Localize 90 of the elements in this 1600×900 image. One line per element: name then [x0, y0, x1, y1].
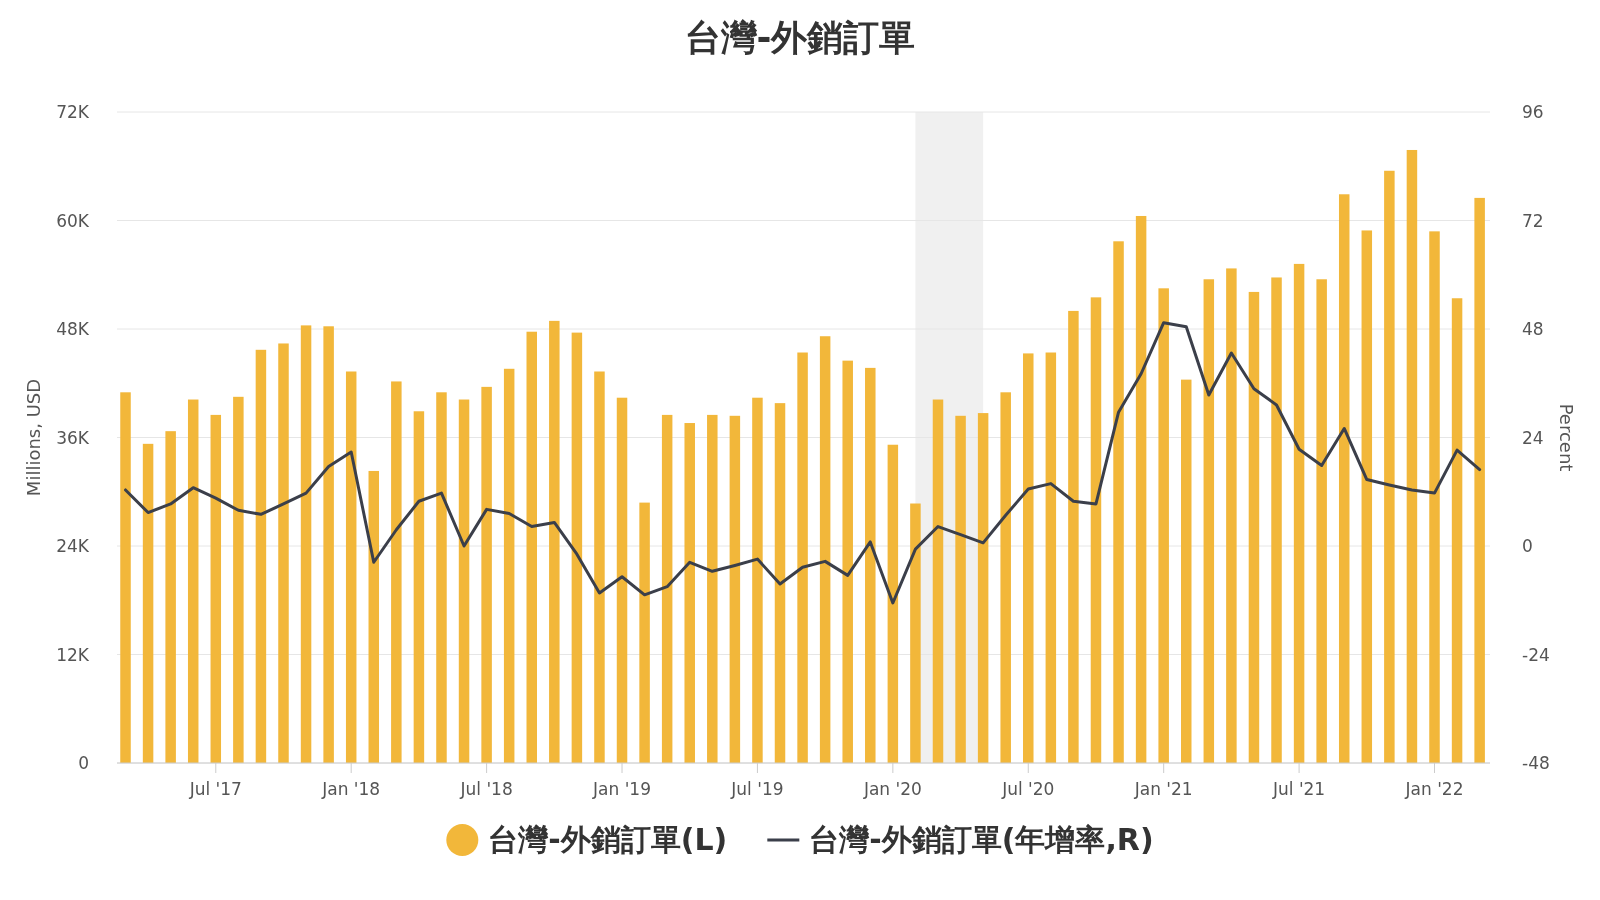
y-tick-label: 12K	[56, 644, 90, 665]
bar	[1135, 215, 1147, 763]
bar	[1023, 353, 1034, 763]
x-tick-label: Jul '21	[1271, 779, 1326, 799]
bar	[1113, 241, 1124, 763]
bar	[165, 431, 176, 763]
bar	[1316, 279, 1327, 763]
bar	[368, 470, 380, 763]
bar	[436, 392, 447, 763]
bar	[1045, 352, 1057, 763]
bar	[842, 360, 853, 763]
bar	[549, 320, 560, 763]
y2-tick-label: 72	[1522, 210, 1544, 231]
y2-axis-title: Percent	[1556, 403, 1577, 472]
bar	[729, 415, 741, 763]
x-tick-label: Jan '22	[1404, 779, 1464, 799]
bar	[1361, 230, 1373, 763]
bar	[278, 343, 289, 763]
y-tick-label: 24K	[56, 536, 90, 556]
bar	[1226, 268, 1237, 763]
bar	[1451, 298, 1463, 763]
bar	[639, 502, 650, 763]
bar	[391, 381, 402, 763]
y2-tick-label: 96	[1522, 102, 1544, 122]
bar	[210, 414, 222, 763]
bar	[1158, 288, 1169, 763]
bar	[1000, 392, 1011, 763]
y2-tick-label: -24	[1522, 644, 1550, 665]
bar	[345, 371, 357, 763]
x-tick-label: Jul '20	[1001, 779, 1055, 799]
bar	[797, 352, 808, 763]
bar	[1248, 291, 1260, 763]
bar	[300, 325, 312, 763]
bar	[1429, 231, 1440, 763]
bar	[120, 392, 131, 763]
x-tick-label: Jan '19	[592, 779, 651, 799]
legend-label: 台灣-外銷訂單(年增率,R)	[809, 822, 1154, 857]
x-tick-label: Jul '18	[459, 779, 513, 799]
x-tick-label: Jan '21	[1133, 779, 1193, 799]
x-tick-label: Jul '19	[730, 779, 784, 799]
y2-tick-label: 48	[1522, 319, 1544, 339]
x-tick-label: Jan '18	[321, 779, 381, 799]
bar	[752, 397, 763, 763]
bar	[977, 413, 989, 763]
bar	[187, 399, 199, 763]
bar	[1293, 263, 1305, 763]
bar	[774, 403, 786, 763]
y-tick-label: 0	[78, 753, 89, 773]
bar	[910, 503, 921, 763]
bar	[887, 444, 899, 763]
bar	[571, 332, 583, 763]
bar	[255, 349, 267, 763]
x-tick-label: Jan '20	[862, 779, 922, 799]
bar	[413, 411, 425, 763]
y-tick-label: 72K	[56, 102, 90, 122]
bar	[819, 336, 831, 763]
bar	[481, 386, 492, 763]
bar	[1090, 297, 1102, 763]
bar	[458, 399, 470, 763]
bar	[1406, 149, 1418, 763]
bar	[616, 397, 628, 763]
bar	[1338, 194, 1350, 763]
bar	[1474, 197, 1485, 763]
bar	[1384, 170, 1395, 763]
bar	[323, 326, 334, 763]
bar	[142, 443, 154, 763]
bar	[932, 399, 944, 763]
legend-label: 台灣-外銷訂單(L)	[488, 822, 728, 857]
y-tick-label: 48K	[56, 319, 90, 339]
y-tick-label: 36K	[56, 427, 90, 448]
y2-tick-label: 24	[1522, 427, 1544, 448]
y-tick-label: 60K	[56, 210, 90, 231]
bar	[684, 423, 695, 763]
y2-tick-label: 0	[1522, 536, 1533, 556]
bar	[661, 414, 673, 763]
x-tick-label: Jul '17	[188, 779, 242, 799]
bar	[1181, 379, 1192, 763]
bar	[594, 371, 605, 763]
bar	[526, 331, 537, 763]
bar	[707, 414, 718, 763]
bar	[233, 396, 244, 763]
y-axis-title: Millions, USD	[23, 378, 44, 497]
bar	[955, 415, 966, 763]
bar	[865, 367, 876, 763]
bar	[503, 368, 515, 763]
chart-title: 台灣-外銷訂單	[684, 17, 916, 58]
bar	[1203, 279, 1215, 763]
y2-tick-label: -48	[1522, 753, 1550, 773]
bar	[1271, 277, 1282, 763]
bar	[1068, 310, 1079, 763]
